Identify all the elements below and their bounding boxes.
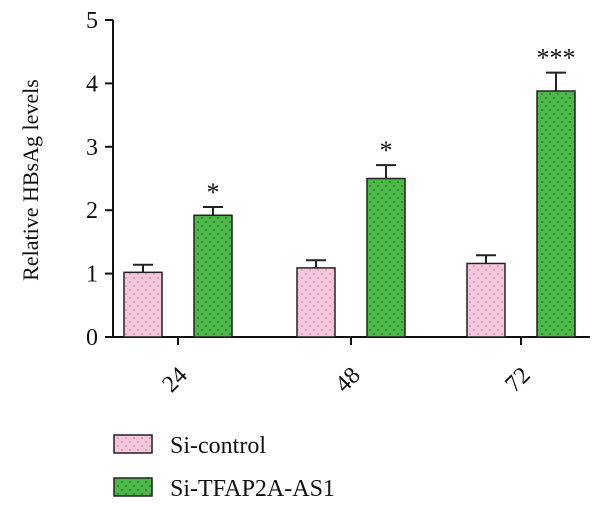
y-tick-label: 5 (86, 8, 98, 34)
y-tick-label: 3 (86, 135, 98, 161)
legend-swatch (113, 477, 153, 497)
axes: 0 1 2 3 4 5 24 48 72 (86, 8, 590, 398)
legend: Si-control Si-TFAP2A-AS1 (113, 433, 335, 502)
significance-label: * (207, 178, 220, 207)
y-axis-label: Relative HBsAg levels (18, 79, 43, 281)
y-tick-label: 1 (86, 262, 98, 288)
significance-label: * (380, 136, 393, 165)
y-tick-label: 4 (86, 71, 98, 97)
x-tick-label: 72 (500, 362, 535, 397)
bar (296, 267, 336, 338)
bar (536, 90, 576, 338)
bar (366, 177, 406, 338)
bar (466, 262, 506, 338)
bars-layer: ***** (123, 44, 576, 338)
bar (123, 271, 163, 338)
bar (193, 214, 233, 338)
legend-label: Si-control (170, 433, 266, 459)
x-tick-label: 48 (330, 362, 365, 397)
y-tick-label: 2 (86, 198, 98, 224)
legend-label: Si-TFAP2A-AS1 (170, 476, 335, 502)
significance-label: *** (537, 44, 576, 73)
x-tick-label: 24 (157, 362, 192, 397)
legend-swatch (113, 434, 153, 454)
y-tick-label: 0 (86, 325, 98, 351)
